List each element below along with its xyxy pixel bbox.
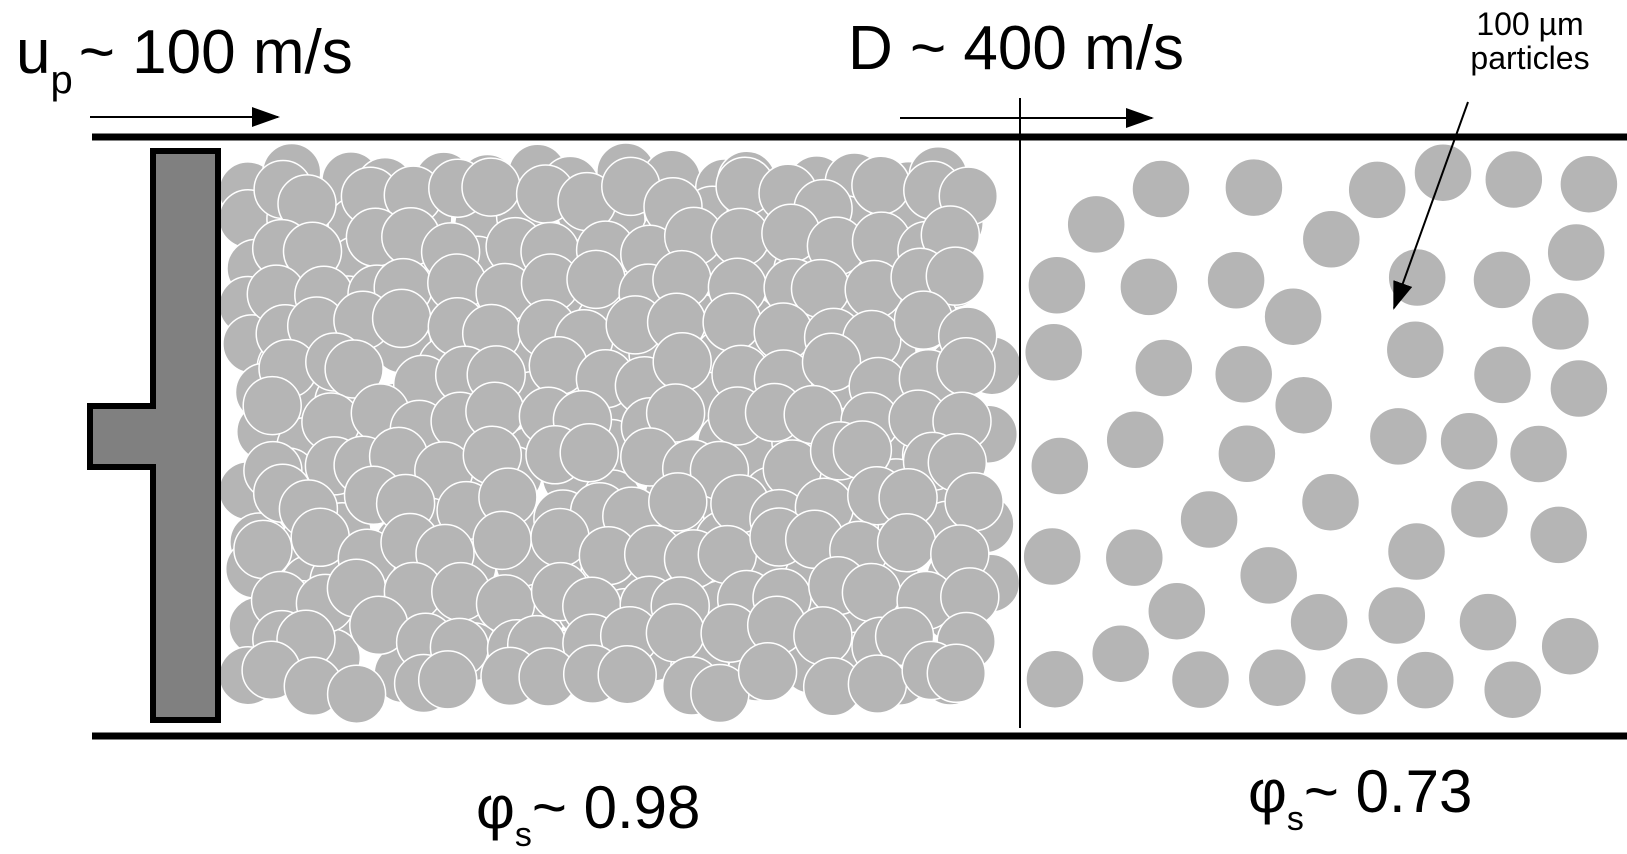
particle — [925, 246, 986, 306]
particle — [1395, 650, 1456, 710]
particle — [371, 288, 432, 349]
particle — [1289, 592, 1349, 652]
particle — [1179, 489, 1239, 550]
particle — [1472, 250, 1532, 310]
loose-volume-fraction-label: φs~ 0.73 — [1248, 762, 1472, 837]
particle — [1030, 436, 1090, 496]
particle — [876, 513, 937, 573]
particle — [847, 654, 908, 714]
particle — [1119, 257, 1179, 317]
particle — [1549, 358, 1609, 419]
particle — [1347, 160, 1407, 220]
particle — [1131, 159, 1191, 219]
particle — [1386, 521, 1447, 582]
loose-fraction-value: ~ 0.73 — [1303, 758, 1473, 825]
particle — [597, 644, 657, 705]
particle — [851, 155, 911, 216]
particle — [1206, 250, 1266, 311]
particle — [1025, 649, 1085, 709]
velocity-symbol: u — [16, 18, 51, 87]
particle — [1027, 255, 1087, 316]
particle — [936, 336, 996, 397]
particle — [1449, 479, 1510, 540]
particle — [1528, 505, 1589, 565]
particle — [233, 519, 293, 580]
phi-subscript: s — [514, 816, 532, 854]
particle — [652, 331, 712, 392]
particle — [1329, 656, 1390, 717]
particle — [793, 606, 853, 666]
particle — [1247, 647, 1308, 708]
particle — [1482, 659, 1543, 720]
piston-velocity-value: ~ 100 m/s — [78, 18, 353, 87]
particle — [1022, 526, 1082, 587]
particle — [1301, 209, 1362, 270]
particle — [1147, 581, 1207, 641]
particle — [1170, 649, 1231, 710]
particle — [1540, 616, 1600, 676]
particle-bed — [218, 142, 1619, 724]
particle — [566, 249, 626, 310]
phi-symbol: φ — [1248, 758, 1287, 825]
particle — [1213, 344, 1274, 405]
compacted-volume-fraction-label: φs~ 0.98 — [476, 778, 700, 853]
particle — [1367, 585, 1427, 646]
particle — [1023, 322, 1084, 383]
particle — [1238, 545, 1299, 606]
particle-size-label: 100 µm particles — [1440, 6, 1620, 76]
particle — [1472, 345, 1533, 405]
particle — [461, 157, 521, 217]
particle — [1105, 410, 1165, 470]
particle-size-line2: particles — [1470, 39, 1590, 76]
particle — [1439, 411, 1499, 472]
phi-symbol: φ — [476, 774, 515, 841]
piston — [87, 148, 221, 723]
particle — [1368, 406, 1429, 467]
detonation-velocity-label: D ~ 400 m/s — [848, 14, 1184, 83]
particle — [1273, 375, 1334, 435]
velocity-subscript: p — [50, 58, 73, 102]
particle — [648, 472, 708, 532]
particle — [737, 642, 798, 702]
particle — [1224, 157, 1284, 218]
particle — [1104, 527, 1165, 588]
particle — [559, 422, 619, 483]
compacted-fraction-value: ~ 0.98 — [531, 774, 701, 841]
particle — [324, 339, 384, 399]
particle — [1508, 424, 1569, 484]
particle — [242, 375, 302, 436]
particle — [926, 643, 987, 704]
particle — [1263, 286, 1323, 347]
particle — [326, 664, 387, 724]
particle — [1530, 291, 1591, 352]
particle — [1066, 194, 1126, 255]
particle — [645, 383, 706, 443]
particle-size-line1: 100 µm — [1476, 6, 1584, 42]
particle — [1559, 154, 1619, 214]
particle — [472, 510, 532, 571]
particle — [1134, 338, 1194, 398]
particle — [1385, 320, 1446, 380]
particle — [944, 471, 1004, 532]
phi-subscript: s — [1286, 800, 1304, 838]
particle — [1458, 592, 1518, 652]
particle — [1090, 623, 1151, 684]
particle — [1484, 149, 1544, 210]
particle — [702, 292, 762, 352]
particle — [1217, 424, 1277, 484]
particle — [1546, 222, 1606, 283]
particle — [1300, 472, 1361, 532]
particle — [710, 207, 771, 268]
piston-velocity-label: up~ 100 m/s — [16, 22, 353, 101]
particle-callout-arrow — [1393, 101, 1469, 310]
particle — [417, 650, 478, 710]
particle — [645, 603, 706, 663]
